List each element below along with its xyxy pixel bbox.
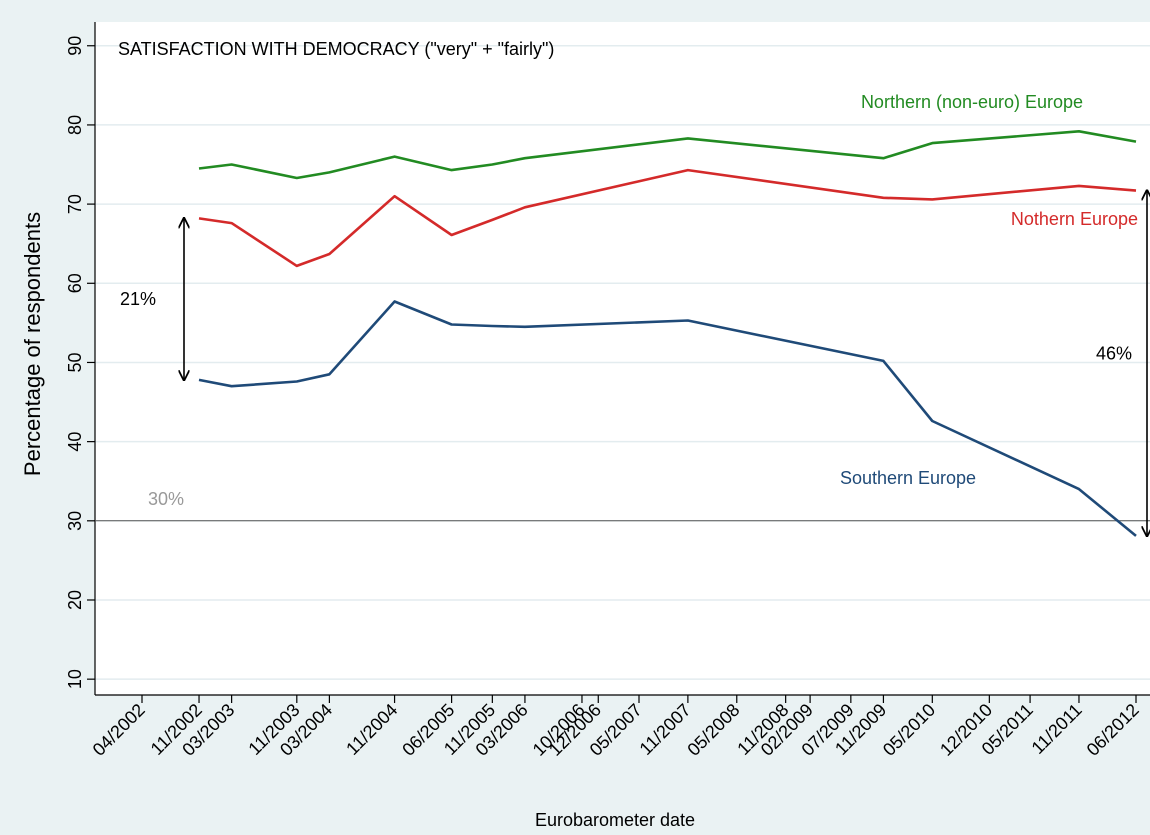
x-tick-label: 11/2011 [1028, 700, 1086, 758]
y-tick-label: 10 [65, 669, 85, 689]
gap-label-1: 46% [1096, 343, 1132, 363]
reference-line-label: 30% [148, 489, 184, 509]
series-label-1: Nothern Europe [1011, 209, 1138, 229]
x-tick-label: 11/2007 [636, 700, 695, 759]
y-axis: 10 20 30 40 50 60 70 80 90 [65, 36, 95, 689]
y-tick-label: 40 [65, 432, 85, 452]
y-tick-label: 50 [65, 352, 85, 372]
series-lines [198, 130, 1137, 537]
y-tick-label: 80 [65, 115, 85, 135]
y-tick-label: 30 [65, 511, 85, 531]
gap-label-0: 21% [120, 289, 156, 309]
series-labels: Northern (non-euro) Europe Nothern Europe… [840, 92, 1138, 488]
plot-area [95, 22, 1150, 695]
y-tick-label: 20 [65, 590, 85, 610]
y-tick-label: 70 [65, 194, 85, 214]
reference-line: 30% [95, 489, 1150, 522]
series-line-0 [198, 130, 1137, 180]
series-label-2: Southern Europe [840, 468, 976, 488]
x-axis-title: Eurobarometer date [535, 810, 695, 830]
x-tick-label: 05/2010 [879, 700, 939, 760]
series-line-2 [198, 300, 1137, 537]
annotations: 21% 46% [120, 191, 1147, 536]
y-tick-label: 90 [65, 36, 85, 56]
axes [94, 22, 1150, 696]
x-tick-label: 11/2004 [342, 700, 401, 759]
y-axis-title: Percentage of respondents [20, 212, 45, 476]
series-label-0: Northern (non-euro) Europe [861, 92, 1083, 112]
chart-title: SATISFACTION WITH DEMOCRACY ("very" + "f… [118, 39, 554, 59]
x-tick-label: 06/2012 [1083, 700, 1143, 760]
x-tick-label: 04/2002 [89, 700, 149, 760]
y-tick-label: 60 [65, 273, 85, 293]
x-tick-label: 05/2008 [683, 700, 743, 760]
series-line-1 [198, 168, 1137, 268]
